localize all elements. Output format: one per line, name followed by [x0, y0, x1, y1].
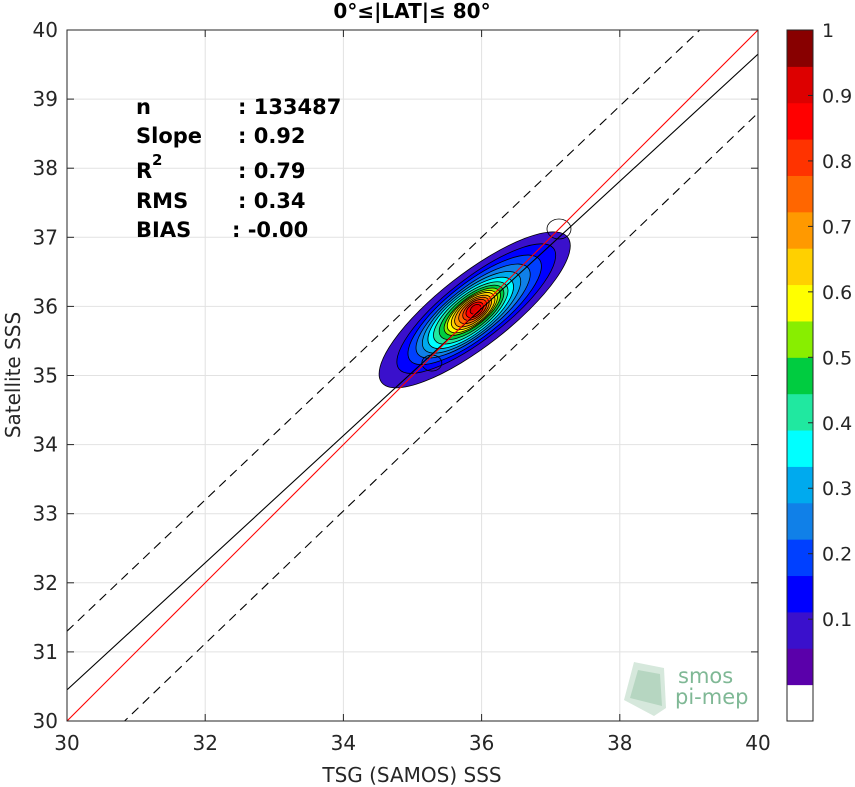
reference-lines-clipped — [67, 30, 758, 721]
y-tick-label-8: 38 — [33, 156, 58, 180]
density-contours — [378, 218, 572, 389]
colorbar-tick-label-1: 0.2 — [822, 544, 852, 566]
y-tick-label-3: 33 — [33, 502, 58, 526]
colorbar-segment-1 — [787, 648, 813, 686]
colorbar: 0.1 0.2 0.3 0.4 0.5 0.6 0.7 0.8 0.9 1 — [786, 20, 852, 722]
chart-title: 0°≤|LAT|≤ 80° — [333, 0, 490, 23]
y-tick-label-2: 32 — [33, 571, 58, 595]
colorbar-segment-18 — [787, 30, 813, 67]
upper-bound-dashed-line — [67, 30, 701, 632]
colorbar-segment-17 — [787, 66, 813, 104]
reference-lines — [67, 30, 758, 721]
colorbar-segment-4 — [787, 539, 813, 577]
colorbar-segment-14 — [787, 175, 813, 213]
x-axis-ticks: 30 32 34 36 38 40 — [54, 30, 771, 755]
y-tick-label-6: 36 — [33, 294, 58, 318]
colorbar-segment-8 — [787, 393, 813, 431]
logo-text-pimep: pi-mep — [675, 685, 748, 709]
stat-r2-value: : 0.79 — [238, 159, 306, 183]
regression-line — [67, 53, 758, 691]
stats-box: n : 133487 Slope : 0.92 R 2 : 0.79 RMS :… — [136, 95, 341, 242]
y-tick-label-1: 31 — [33, 640, 58, 664]
lower-bound-dashed-line — [123, 112, 758, 721]
colorbar-tick-label-9: 1 — [822, 20, 834, 42]
x-tick-label-0: 30 — [54, 731, 79, 755]
y-tick-label-4: 34 — [33, 433, 58, 457]
x-tick-label-4: 38 — [607, 731, 632, 755]
colorbar-segment-6 — [787, 466, 813, 504]
colorbar-segment-7 — [787, 430, 813, 467]
contour-group — [378, 231, 571, 389]
colorbar-segment-15 — [787, 139, 813, 176]
stat-bias-label: BIAS — [136, 218, 191, 242]
colorbar-tick-label-8: 0.9 — [822, 85, 852, 107]
y-tick-label-10: 40 — [33, 18, 58, 42]
colorbar-segment-2 — [787, 611, 813, 649]
stat-slope-value: : 0.92 — [238, 124, 306, 148]
colorbar-segment-12 — [787, 248, 813, 286]
y-tick-label-5: 35 — [33, 364, 58, 388]
logo-text-smos: smos — [678, 664, 733, 688]
stat-slope-label: Slope — [136, 124, 202, 148]
identity-line — [67, 30, 758, 721]
colorbar-tick-label-4: 0.5 — [822, 347, 852, 369]
colorbar-tick-label-0: 0.1 — [822, 609, 852, 631]
colorbar-segment-13 — [787, 211, 813, 249]
colorbar-segment-16 — [787, 102, 813, 140]
contour-secondary-peak — [546, 218, 572, 240]
logo-wave-shape-inner — [630, 670, 662, 706]
colorbar-tick-label-2: 0.3 — [822, 478, 852, 500]
colorbar-segment-3 — [787, 575, 813, 613]
x-tick-label-5: 40 — [745, 731, 770, 755]
stat-bias-value: : -0.00 — [232, 218, 308, 242]
x-tick-label-3: 36 — [469, 731, 494, 755]
stat-n-label: n — [136, 95, 151, 119]
colorbar-segment-11 — [787, 284, 813, 322]
x-tick-label-2: 34 — [331, 731, 356, 755]
stat-rms-value: : 0.34 — [238, 189, 306, 213]
stat-r2-label: R — [136, 159, 152, 183]
colorbar-tick-label-6: 0.7 — [822, 216, 852, 238]
x-tick-label-1: 32 — [192, 731, 217, 755]
stat-r2-superscript: 2 — [152, 151, 162, 169]
y-tick-label-0: 30 — [33, 709, 58, 733]
x-axis-label: TSG (SAMOS) SSS — [321, 763, 501, 787]
colorbar-tick-label-7: 0.8 — [822, 151, 852, 173]
colorbar-tick-label-5: 0.6 — [822, 282, 852, 304]
colorbar-tick-label-3: 0.4 — [822, 413, 852, 435]
smos-pimep-logo: smos pi-mep — [624, 662, 748, 716]
colorbar-frame — [786, 29, 814, 722]
y-tick-label-9: 39 — [33, 87, 58, 111]
y-axis-label: Satellite SSS — [1, 312, 25, 438]
stat-rms-label: RMS — [136, 189, 188, 213]
colorbar-segment-9 — [787, 357, 813, 395]
y-axis-ticks: 30 31 32 33 34 35 36 37 38 39 40 — [33, 18, 758, 733]
colorbar-segment-10 — [787, 320, 813, 358]
y-tick-label-7: 37 — [33, 225, 58, 249]
colorbar-segment-5 — [787, 502, 813, 540]
stat-n-value: : 133487 — [238, 95, 341, 119]
colorbar-segment-0 — [787, 684, 813, 722]
